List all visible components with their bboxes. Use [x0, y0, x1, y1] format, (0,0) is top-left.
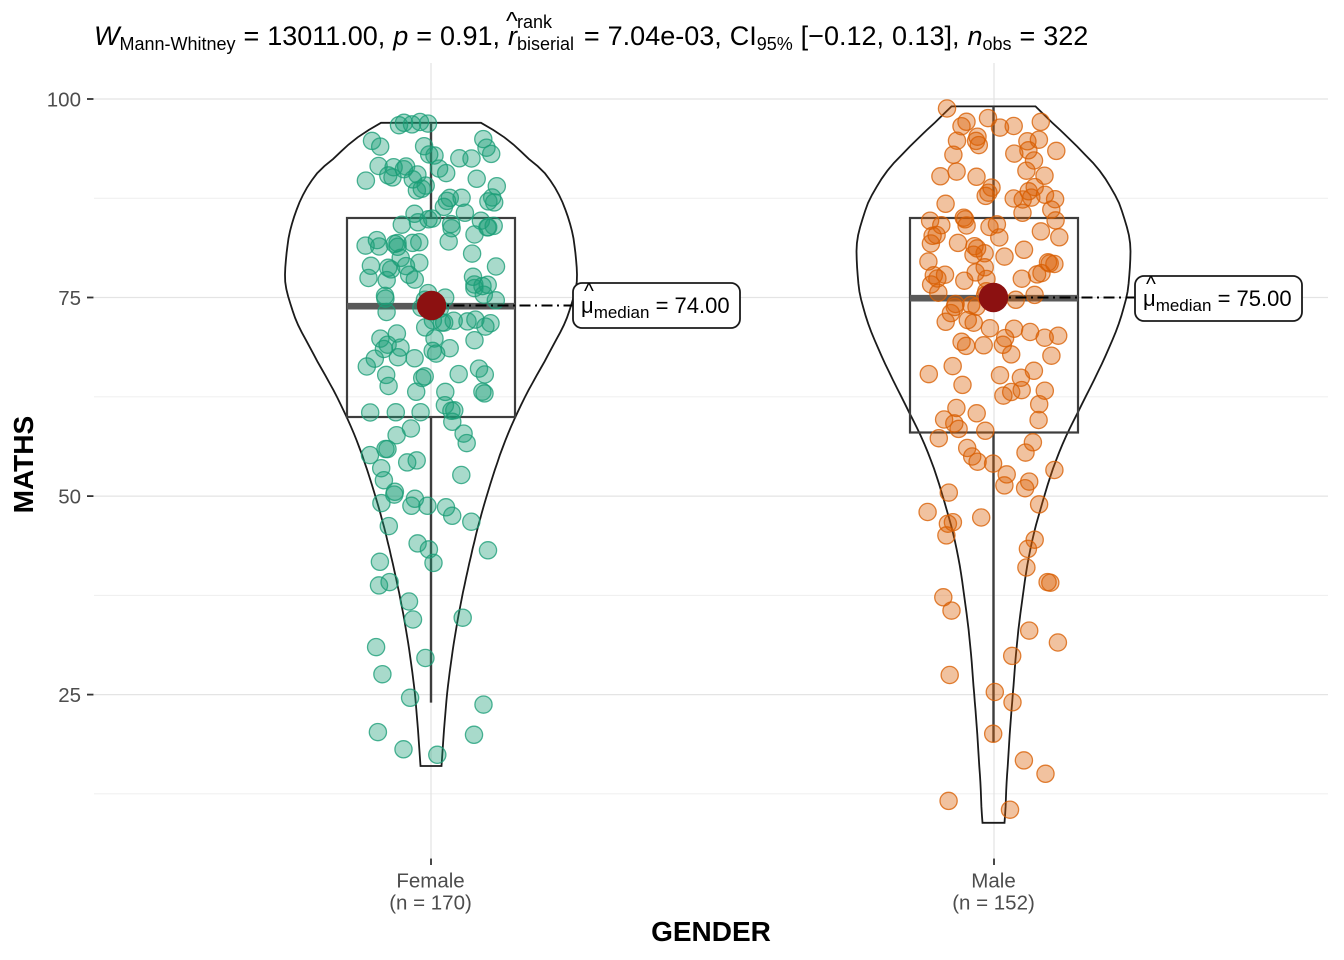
svg-text:25: 25 — [58, 684, 81, 707]
svg-text:50: 50 — [58, 485, 81, 508]
svg-text:(n = 170): (n = 170) — [389, 892, 472, 915]
svg-text:Female: Female — [396, 870, 464, 893]
svg-text:(n = 152): (n = 152) — [952, 892, 1035, 915]
svg-text:GENDER: GENDER — [651, 916, 771, 947]
svg-text:75: 75 — [58, 287, 81, 310]
svg-text:100: 100 — [47, 88, 81, 111]
svg-text:MATHS: MATHS — [8, 416, 39, 513]
svg-text:Male: Male — [971, 870, 1015, 893]
